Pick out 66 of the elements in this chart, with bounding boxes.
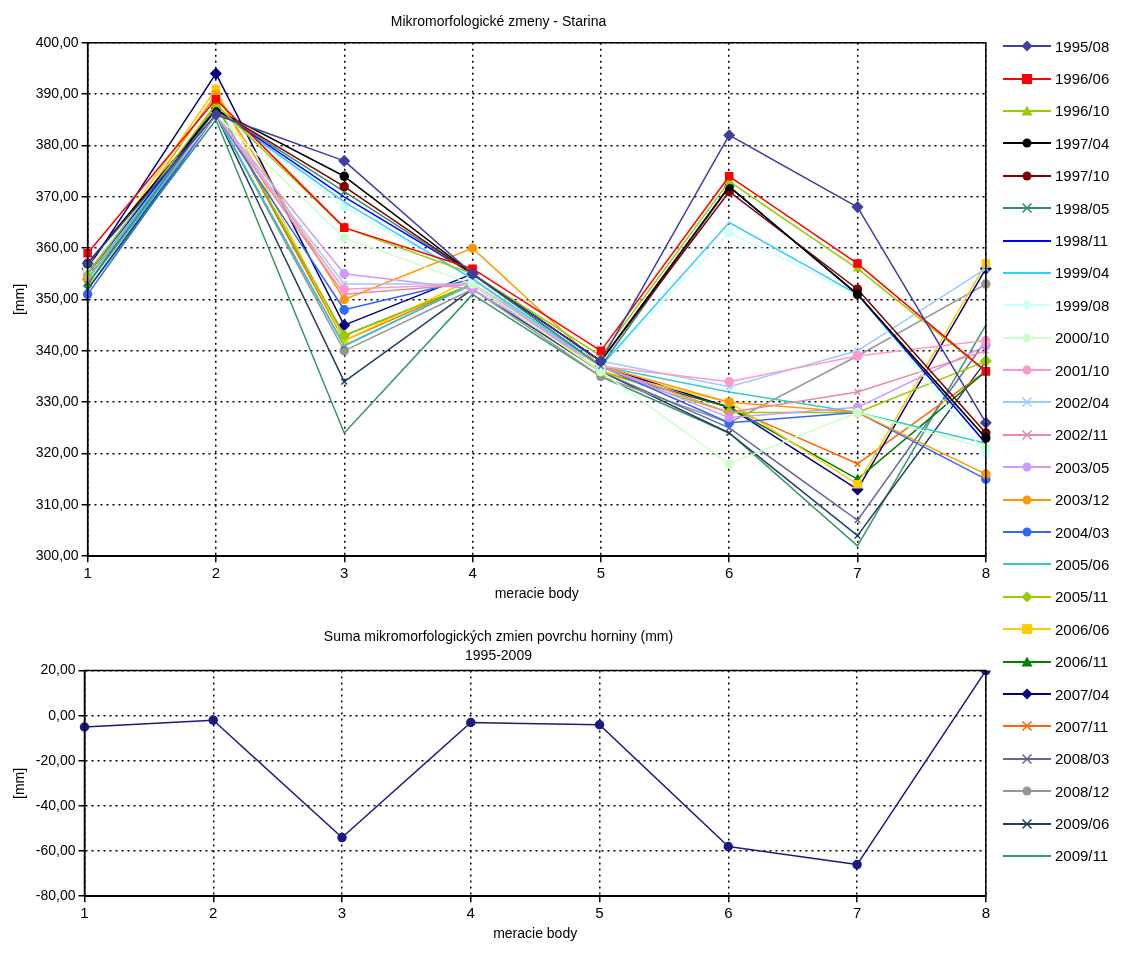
x-tick-label: 5 bbox=[595, 904, 604, 922]
y-tick-label: 330,00 bbox=[35, 393, 79, 410]
x-tick-label: 3 bbox=[337, 904, 347, 922]
x-tick-label: 2 bbox=[211, 564, 221, 582]
y-tick-label: 300,00 bbox=[35, 547, 79, 564]
legend-label: 2002/11 bbox=[1055, 426, 1109, 444]
legend-label: 2002/04 bbox=[1055, 393, 1110, 411]
legend-label: 2007/11 bbox=[1055, 717, 1109, 735]
y-tick-label: 360,00 bbox=[35, 239, 79, 256]
legend-label: 2007/04 bbox=[1055, 685, 1110, 703]
x-tick-label: 3 bbox=[340, 564, 349, 582]
legend-label: 2006/06 bbox=[1055, 620, 1110, 638]
legend-label: 1998/05 bbox=[1055, 199, 1110, 217]
y-tick-label: -20,00 bbox=[35, 751, 76, 768]
x-tick-label: 7 bbox=[853, 564, 862, 582]
x-tick-label: 1 bbox=[83, 564, 92, 582]
legend-label: 1996/06 bbox=[1055, 70, 1110, 88]
x-tick-label: 6 bbox=[724, 904, 733, 922]
legend-label: 1995/08 bbox=[1055, 37, 1110, 55]
legend-label: 2005/11 bbox=[1055, 588, 1109, 606]
y-tick-label: 380,00 bbox=[35, 136, 79, 153]
legend-label: 1996/10 bbox=[1055, 102, 1110, 120]
chart-title: Suma mikromorfologických zmien povrchu horniny (mm) bbox=[323, 628, 674, 645]
y-axis-title: [mm] bbox=[11, 767, 28, 799]
legend-label: 2008/12 bbox=[1055, 782, 1110, 800]
legend-label: 2005/06 bbox=[1055, 555, 1110, 573]
legend-label: 2000/10 bbox=[1055, 329, 1110, 347]
x-tick-label: 4 bbox=[466, 904, 475, 922]
y-tick-label: 20,00 bbox=[40, 661, 76, 678]
legend-label: 1997/10 bbox=[1055, 167, 1110, 185]
legend-label: 1997/04 bbox=[1055, 134, 1110, 152]
y-axis-title: [mm] bbox=[11, 283, 28, 316]
x-axis-title: meracie body bbox=[493, 925, 578, 942]
x-tick-label: 5 bbox=[596, 564, 606, 582]
y-tick-label: -60,00 bbox=[35, 841, 76, 858]
chart-title: Mikromorfologické zmeny - Starina bbox=[390, 13, 607, 30]
x-tick-label: 7 bbox=[852, 904, 862, 922]
legend-label: 2004/03 bbox=[1055, 523, 1110, 541]
x-tick-label: 8 bbox=[981, 564, 990, 582]
y-tick-label: 0,00 bbox=[48, 706, 76, 723]
y-tick-label: 400,00 bbox=[35, 33, 79, 50]
legend-label: 2003/12 bbox=[1055, 491, 1110, 509]
x-tick-label: 2 bbox=[209, 904, 218, 922]
y-tick-label: 340,00 bbox=[35, 341, 79, 358]
y-tick-label: 390,00 bbox=[35, 85, 79, 101]
x-tick-label: 8 bbox=[981, 904, 990, 922]
x-tick-label: 6 bbox=[725, 564, 734, 582]
legend-label: 1998/11 bbox=[1055, 232, 1109, 250]
legend-label: 1999/04 bbox=[1055, 264, 1110, 282]
y-tick-label: -80,00 bbox=[35, 887, 76, 904]
x-axis-title: meracie body bbox=[494, 585, 579, 602]
legend-label: 2008/03 bbox=[1055, 750, 1110, 768]
y-tick-label: 310,00 bbox=[35, 495, 79, 512]
legend-label: 2003/05 bbox=[1055, 458, 1110, 476]
x-tick-label: 4 bbox=[468, 564, 477, 582]
legend-label: 2009/11 bbox=[1055, 847, 1109, 865]
legend-label: 2001/10 bbox=[1055, 361, 1110, 379]
x-tick-label: 1 bbox=[80, 904, 89, 922]
legend-label: 2009/06 bbox=[1055, 815, 1110, 833]
y-tick-label: 350,00 bbox=[35, 290, 79, 307]
y-tick-label: 320,00 bbox=[35, 444, 79, 461]
y-tick-label: -40,00 bbox=[35, 796, 76, 813]
chart-subtitle: 1995-2009 bbox=[465, 647, 533, 664]
legend-label: 2006/11 bbox=[1055, 653, 1109, 671]
y-tick-label: 370,00 bbox=[35, 187, 79, 204]
legend-label: 1999/08 bbox=[1055, 296, 1110, 314]
